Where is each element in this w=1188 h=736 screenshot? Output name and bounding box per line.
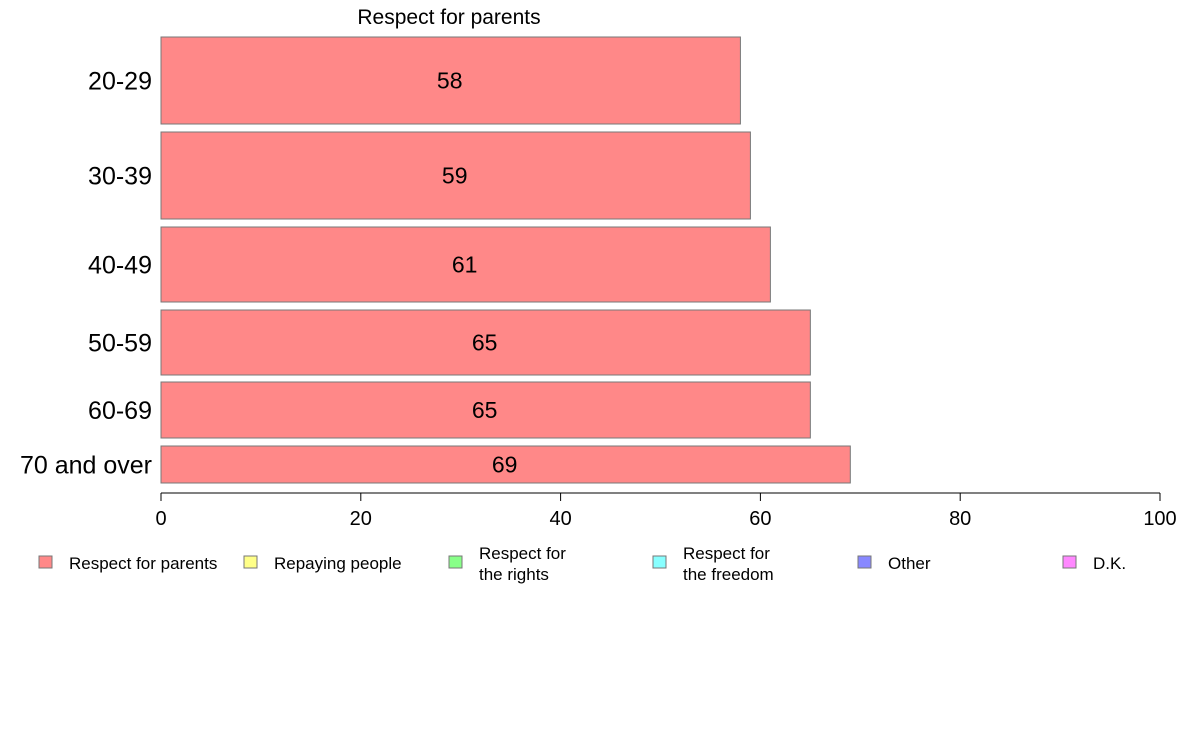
bars-group: 20-29 58 30-39 59 40-49 61 50-59 65 60-69 65 70 an… <box>20 36 851 484</box>
category-label: 70 and over <box>20 452 152 480</box>
data-label: 58 <box>437 68 463 94</box>
data-label: 69 <box>492 452 518 478</box>
legend: Respect for parents Repaying people Respec… <box>38 544 1126 584</box>
legend-label: Respect for parents <box>69 554 217 573</box>
bar-60-69 <box>160 381 811 439</box>
category-label: 30-39 <box>88 163 152 191</box>
data-label: 65 <box>472 330 498 356</box>
legend-label: D.K. <box>1093 554 1126 573</box>
data-label: 59 <box>442 163 468 189</box>
x-axis: 0 20 40 60 80 100 <box>155 492 1177 530</box>
legend-swatch <box>857 555 872 569</box>
x-tick-label: 40 <box>549 508 571 530</box>
legend-swatch <box>1062 555 1077 569</box>
legend-swatch <box>448 555 463 569</box>
legend-label: Respect for <box>479 544 566 563</box>
legend-swatch <box>38 555 53 569</box>
bar-50-59 <box>160 309 811 376</box>
legend-label: Repaying people <box>274 554 402 573</box>
legend-swatch <box>243 555 258 569</box>
bar-20-29 <box>160 36 741 125</box>
bar-70-and-over <box>160 445 851 484</box>
legend-label: the freedom <box>683 565 774 584</box>
x-tick-label: 80 <box>949 508 971 530</box>
x-tick-label: 100 <box>1143 508 1176 530</box>
legend-label: Other <box>888 554 931 573</box>
data-label: 65 <box>472 397 498 423</box>
legend-label: Respect for <box>683 544 770 563</box>
x-tick-label: 60 <box>749 508 771 530</box>
chart-title: Respect for parents <box>357 6 540 29</box>
bar-30-39 <box>160 131 751 220</box>
data-label: 61 <box>452 252 478 278</box>
legend-label: the rights <box>479 565 549 584</box>
category-label: 50-59 <box>88 330 152 358</box>
x-tick-label: 20 <box>350 508 372 530</box>
category-label: 20-29 <box>88 68 152 96</box>
category-label: 40-49 <box>88 252 152 280</box>
category-label: 60-69 <box>88 397 152 425</box>
bar-40-49 <box>160 226 771 303</box>
legend-swatch <box>652 555 667 569</box>
x-tick-label: 0 <box>155 508 166 530</box>
